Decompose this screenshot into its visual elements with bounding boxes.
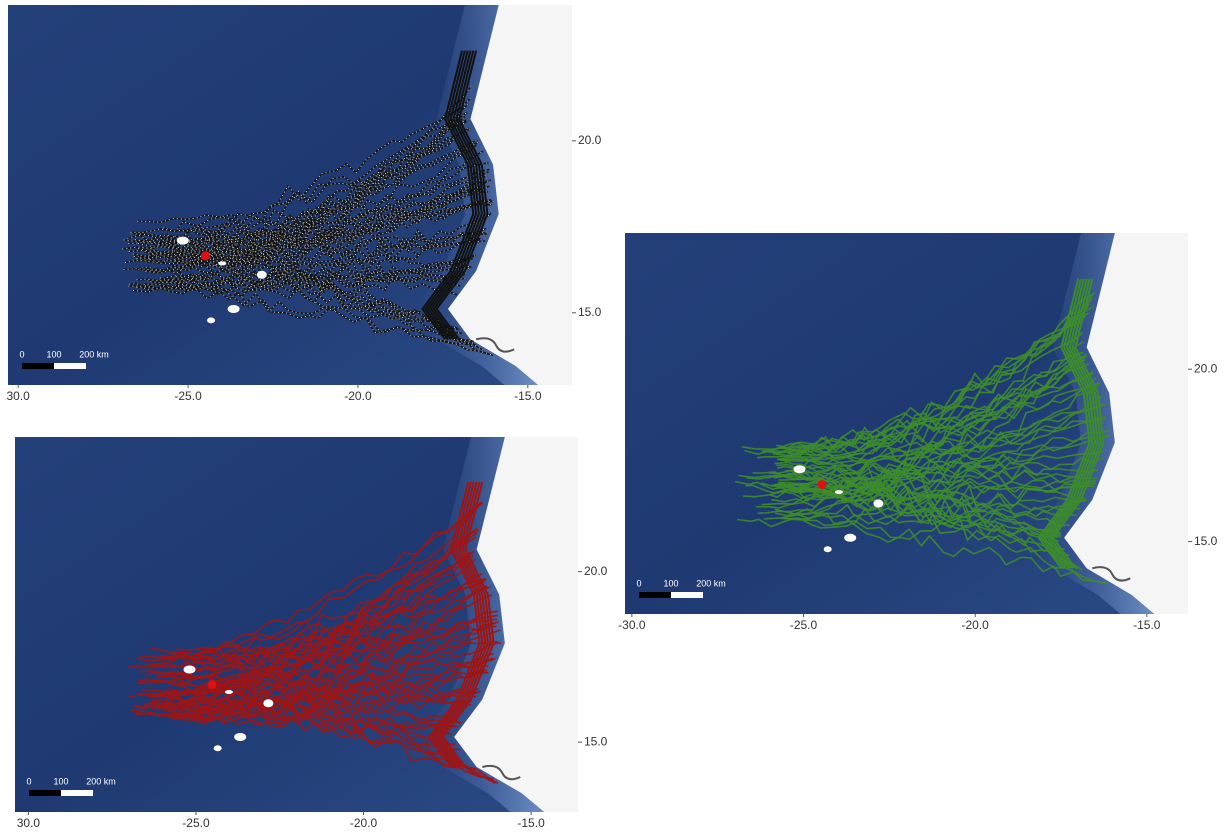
island xyxy=(263,699,273,707)
scale-label: 100 xyxy=(663,578,678,588)
island xyxy=(234,733,246,741)
x-tick-label: -15.0 xyxy=(1133,618,1161,632)
colony xyxy=(201,251,210,260)
scale-label: 0 xyxy=(636,578,641,588)
scale-bar-white xyxy=(61,790,93,796)
island xyxy=(218,261,226,265)
figure: 0 100 200 km 30.0 -25.0 -20.0 -15.0 20.0 15.0 0 10… xyxy=(0,0,1225,835)
island xyxy=(873,500,883,508)
island xyxy=(207,317,215,323)
island xyxy=(225,690,233,694)
x-tick-label: -25.0 xyxy=(182,816,210,830)
x-tick-label: 30.0 xyxy=(17,816,41,830)
scale-bar-white xyxy=(671,592,703,598)
x-tick-label: -20.0 xyxy=(350,816,378,830)
x-tick-label: 30.0 xyxy=(7,389,31,403)
scale-label: 100 xyxy=(46,349,61,359)
scale-label: 200 km xyxy=(79,349,109,359)
x-tick-label: -20.0 xyxy=(344,389,372,403)
scale-bar-black xyxy=(22,363,54,369)
island xyxy=(844,534,856,542)
map-panel: 0 100 200 km 30.0 -25.0 -20.0 -15.0 20.0 15.0 xyxy=(15,437,608,830)
scale-bar-black xyxy=(639,592,671,598)
y-tick-label: 15.0 xyxy=(1194,534,1218,548)
x-tick-label: -30.0 xyxy=(618,618,646,632)
map-panel: 0 100 200 km 30.0 -25.0 -20.0 -15.0 20.0 15.0 xyxy=(7,5,602,403)
x-tick-label: -20.0 xyxy=(961,618,989,632)
x-tick-label: -25.0 xyxy=(790,618,818,632)
island xyxy=(824,546,832,552)
island xyxy=(257,271,267,279)
scale-label: 200 km xyxy=(696,578,726,588)
scale-label: 100 xyxy=(53,776,68,786)
scale-label: 0 xyxy=(19,349,24,359)
scale-bar-black xyxy=(29,790,61,796)
colony xyxy=(818,480,827,489)
scale-bar-white xyxy=(54,363,86,369)
y-tick-label: 15.0 xyxy=(578,305,602,319)
y-tick-label: 15.0 xyxy=(584,734,608,748)
map-panel: 0 100 200 km -30.0 -25.0 -20.0 -15.0 20.0 15.0 xyxy=(618,233,1217,632)
island xyxy=(184,666,196,674)
island xyxy=(228,305,240,313)
x-tick-label: -15.0 xyxy=(517,816,545,830)
island xyxy=(214,745,222,751)
y-tick-label: 20.0 xyxy=(584,564,608,578)
y-tick-label: 20.0 xyxy=(578,133,602,147)
x-tick-label: -25.0 xyxy=(174,389,202,403)
x-tick-label: -15.0 xyxy=(514,389,542,403)
island xyxy=(835,490,843,494)
scale-label: 200 km xyxy=(86,776,116,786)
island xyxy=(177,237,189,245)
y-tick-label: 20.0 xyxy=(1194,361,1218,375)
colony xyxy=(208,680,217,689)
scale-label: 0 xyxy=(26,776,31,786)
island xyxy=(794,465,806,473)
